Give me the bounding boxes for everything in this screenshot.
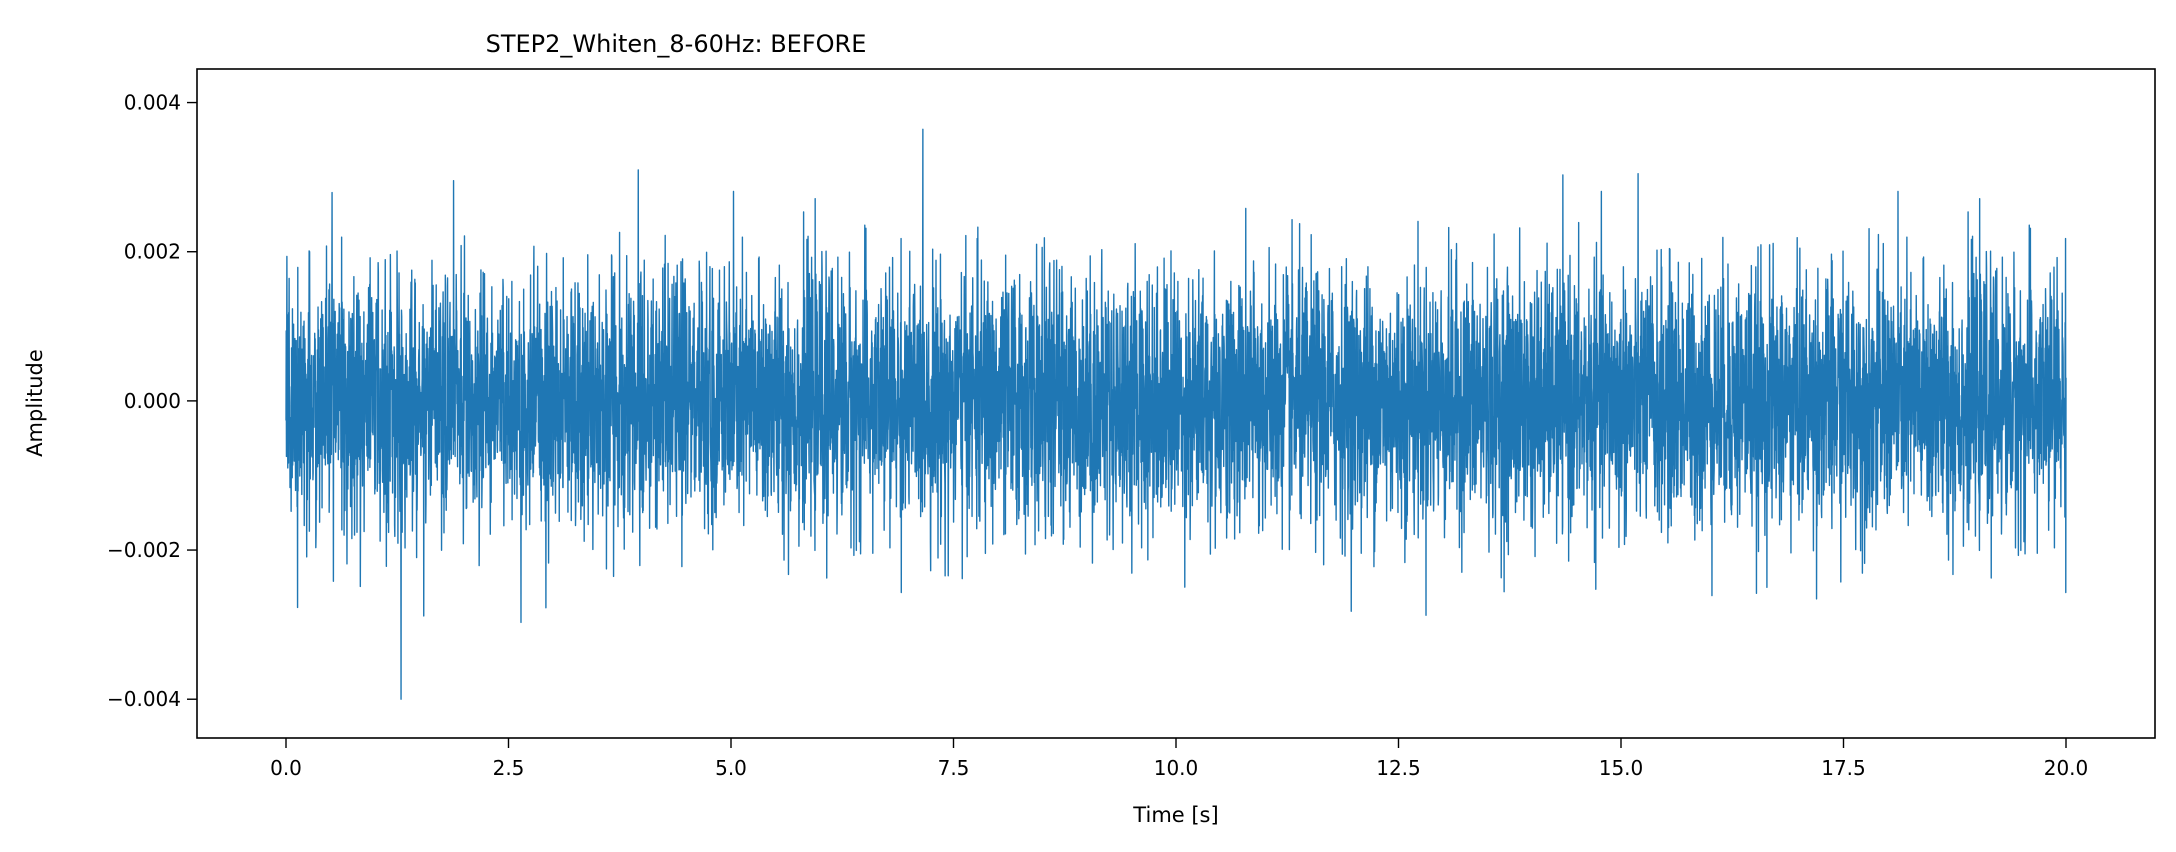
x-tick-label: 20.0 (2044, 756, 2089, 780)
y-tick-label: 0.004 (124, 91, 181, 115)
x-tick-label: 5.0 (715, 756, 747, 780)
y-axis: −0.004 −0.002 0.000 0.002 0.004 (107, 91, 197, 711)
x-tick-label: 17.5 (1821, 756, 1866, 780)
chart-title: STEP2_Whiten_8-60Hz: BEFORE (486, 30, 867, 58)
x-tick-label: 10.0 (1154, 756, 1199, 780)
y-tick-label: −0.002 (107, 538, 181, 562)
x-axis: 0.0 2.5 5.0 7.5 10.0 12.5 15.0 17.5 20.0 (270, 738, 2088, 780)
y-tick-label: −0.004 (107, 687, 181, 711)
x-tick-label: 7.5 (938, 756, 970, 780)
y-tick-label: 0.000 (124, 389, 181, 413)
x-tick-label: 15.0 (1599, 756, 1644, 780)
x-tick-label: 0.0 (270, 756, 302, 780)
x-tick-label: 12.5 (1376, 756, 1421, 780)
x-tick-label: 2.5 (493, 756, 525, 780)
plot-area (285, 128, 2067, 700)
signal-line (285, 128, 2067, 700)
y-axis-label: Amplitude (23, 349, 47, 457)
x-axis-label: Time [s] (1132, 803, 1218, 827)
y-tick-label: 0.002 (124, 240, 181, 264)
